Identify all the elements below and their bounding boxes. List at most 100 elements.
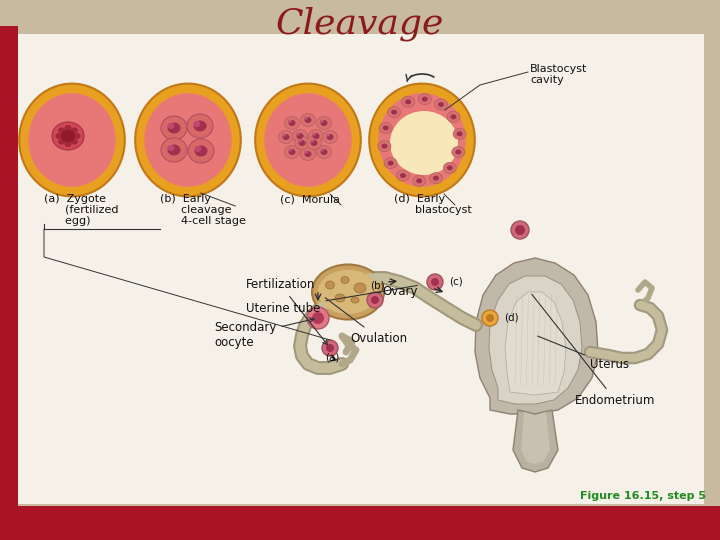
- Text: cavity: cavity: [530, 75, 564, 85]
- Ellipse shape: [402, 96, 415, 107]
- Ellipse shape: [400, 173, 406, 178]
- Ellipse shape: [194, 121, 200, 127]
- Text: (c): (c): [449, 276, 463, 286]
- Ellipse shape: [52, 122, 84, 150]
- Ellipse shape: [188, 139, 214, 163]
- Ellipse shape: [418, 93, 431, 105]
- Ellipse shape: [413, 176, 426, 186]
- Ellipse shape: [325, 281, 335, 289]
- Text: egg): egg): [44, 216, 91, 226]
- Circle shape: [511, 221, 529, 239]
- Ellipse shape: [304, 151, 308, 153]
- Ellipse shape: [168, 145, 181, 156]
- Ellipse shape: [429, 173, 442, 184]
- Ellipse shape: [447, 111, 460, 123]
- Ellipse shape: [422, 97, 428, 102]
- Ellipse shape: [383, 125, 389, 131]
- Ellipse shape: [194, 145, 207, 157]
- Text: Ovulation: Ovulation: [325, 298, 407, 345]
- Ellipse shape: [335, 294, 345, 302]
- Ellipse shape: [317, 117, 331, 130]
- Ellipse shape: [284, 117, 300, 130]
- Text: (d): (d): [504, 312, 518, 322]
- Ellipse shape: [390, 111, 458, 175]
- Ellipse shape: [444, 163, 456, 173]
- Ellipse shape: [369, 84, 474, 197]
- Polygon shape: [513, 410, 558, 472]
- Text: (a)  Zygote: (a) Zygote: [44, 194, 106, 204]
- Ellipse shape: [194, 120, 207, 132]
- Ellipse shape: [298, 139, 302, 143]
- Ellipse shape: [312, 133, 320, 139]
- Circle shape: [307, 307, 329, 329]
- Text: Cleavage: Cleavage: [276, 6, 444, 41]
- Ellipse shape: [300, 113, 315, 126]
- Ellipse shape: [187, 114, 213, 138]
- Polygon shape: [521, 412, 550, 464]
- Ellipse shape: [354, 283, 366, 293]
- Ellipse shape: [294, 137, 310, 150]
- Ellipse shape: [292, 130, 307, 143]
- Ellipse shape: [305, 117, 312, 123]
- Ellipse shape: [65, 125, 71, 131]
- Ellipse shape: [310, 140, 318, 146]
- Ellipse shape: [434, 99, 448, 110]
- Ellipse shape: [433, 176, 439, 181]
- Ellipse shape: [264, 93, 351, 187]
- Ellipse shape: [456, 131, 462, 137]
- Ellipse shape: [391, 110, 397, 114]
- Text: (c)  Morula: (c) Morula: [280, 194, 340, 204]
- Ellipse shape: [144, 93, 232, 187]
- Ellipse shape: [71, 127, 78, 133]
- Ellipse shape: [379, 123, 392, 133]
- Ellipse shape: [65, 141, 71, 147]
- Circle shape: [431, 278, 439, 286]
- Text: Secondary
oocyte: Secondary oocyte: [214, 318, 314, 349]
- Circle shape: [322, 340, 338, 356]
- Circle shape: [482, 310, 498, 326]
- Ellipse shape: [320, 149, 328, 155]
- Ellipse shape: [282, 134, 289, 140]
- Circle shape: [367, 292, 383, 308]
- Polygon shape: [505, 292, 566, 395]
- Ellipse shape: [438, 102, 444, 107]
- Text: Endometrium: Endometrium: [532, 294, 655, 407]
- Ellipse shape: [289, 149, 295, 155]
- Ellipse shape: [341, 276, 349, 284]
- Text: blastocyst: blastocyst: [394, 205, 472, 215]
- Ellipse shape: [161, 116, 187, 140]
- Text: Figure 16.15, step 5: Figure 16.15, step 5: [580, 491, 706, 501]
- Circle shape: [371, 296, 379, 304]
- Ellipse shape: [161, 138, 187, 162]
- Ellipse shape: [289, 120, 295, 126]
- Ellipse shape: [284, 145, 300, 159]
- Text: (b): (b): [369, 280, 384, 290]
- Ellipse shape: [71, 139, 78, 145]
- Polygon shape: [489, 276, 582, 404]
- Ellipse shape: [382, 144, 387, 149]
- Text: cleavage: cleavage: [160, 205, 232, 215]
- Ellipse shape: [384, 158, 397, 168]
- Text: Fertilization: Fertilization: [246, 279, 328, 345]
- Text: Uterine tube: Uterine tube: [246, 286, 418, 314]
- Ellipse shape: [55, 133, 63, 139]
- Text: Uterus: Uterus: [538, 336, 629, 372]
- Text: Ovary: Ovary: [382, 286, 418, 299]
- Ellipse shape: [288, 148, 292, 152]
- Ellipse shape: [447, 165, 453, 171]
- Ellipse shape: [320, 148, 324, 152]
- Ellipse shape: [397, 170, 410, 181]
- Ellipse shape: [308, 130, 323, 143]
- Text: (b)  Early: (b) Early: [160, 194, 211, 204]
- Ellipse shape: [73, 133, 81, 139]
- Ellipse shape: [351, 297, 359, 303]
- Ellipse shape: [318, 270, 378, 314]
- FancyBboxPatch shape: [0, 506, 720, 540]
- Polygon shape: [475, 258, 598, 414]
- Ellipse shape: [312, 132, 316, 136]
- Text: (d)  Early: (d) Early: [394, 194, 445, 204]
- Ellipse shape: [279, 131, 294, 144]
- Circle shape: [486, 314, 494, 322]
- Ellipse shape: [282, 133, 286, 137]
- Ellipse shape: [387, 160, 394, 166]
